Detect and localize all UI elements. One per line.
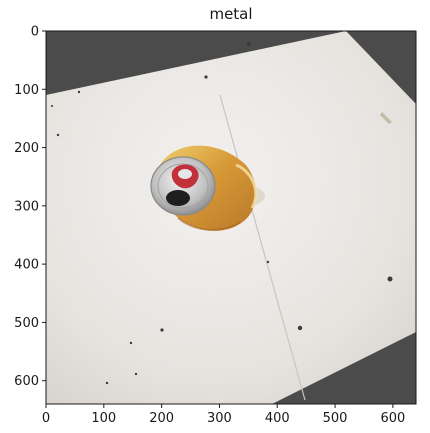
y-tick-label: 400 [14,258,39,273]
x-axis: 0 100 200 300 400 500 600 [42,404,405,426]
y-tick-label: 100 [14,83,39,98]
surface-seam [219,94,306,401]
x-tick-label: 300 [207,411,232,426]
y-tick-label: 200 [14,141,39,156]
metal-can [150,145,265,231]
y-axis: 0 100 200 300 400 500 600 [14,25,46,389]
photo [46,31,416,404]
x-tick-label: 400 [265,411,290,426]
y-tick-label: 500 [14,316,39,331]
surface-specks [51,42,393,385]
x-tick-label: 0 [42,411,50,426]
x-tick-label: 500 [323,411,348,426]
plot-title: metal [209,5,253,23]
y-tick-label: 0 [31,25,39,40]
x-tick-label: 200 [149,411,174,426]
x-tick-label: 600 [380,411,405,426]
plot-frame [45,30,417,405]
y-tick-label: 600 [14,374,39,389]
y-tick-label: 300 [14,199,39,214]
x-tick-label: 100 [91,411,116,426]
